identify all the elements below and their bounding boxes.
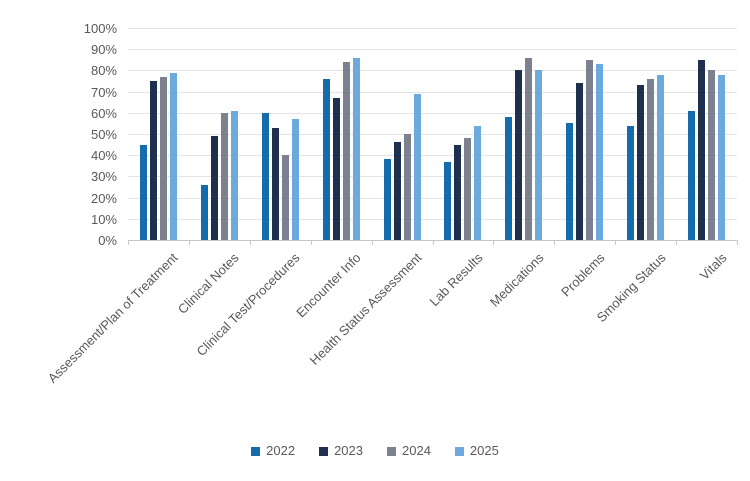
x-axis-tick [188,240,190,245]
gridline [128,112,737,114]
x-axis-tick [676,240,678,245]
bar-group [554,28,615,240]
bar-2023 [515,70,523,240]
legend-label: 2025 [469,443,499,458]
y-axis-tick-label: 40% [90,148,117,164]
bar-2024 [403,134,411,240]
legend-item: 2024 [387,444,431,458]
bar-2024 [525,57,533,240]
bar-2022 [627,125,635,240]
bar-2022 [200,184,208,240]
bar-2022 [444,161,452,240]
legend-item: 2022 [251,444,295,458]
bar-2025 [596,64,604,240]
gridline [128,134,737,135]
gridline [128,49,737,51]
bar-2022 [261,112,269,240]
y-axis-tick-label: 80% [90,63,117,79]
bar-group [189,28,250,240]
y-axis-tick-label: 70% [90,84,117,100]
x-axis-tick [554,240,556,245]
chart-legend: 2022 2023 2024 2025 [0,444,750,458]
bar-2022 [505,117,513,240]
gridline [128,91,737,93]
bar-group [493,28,554,240]
y-axis-tick-label: 90% [90,42,117,58]
x-axis-tick [310,240,312,245]
bar-group [615,28,676,240]
legend-swatch-2025 [454,446,464,456]
bar-2023 [454,144,462,240]
bar-2022 [688,110,696,240]
y-axis-tick-label: 50% [90,127,117,142]
bar-group [433,28,494,240]
bar-2025 [352,57,360,240]
bar-2023 [393,142,401,240]
x-axis-tick [371,240,373,245]
bar-2023 [576,83,584,240]
legend-swatch-2024 [387,446,396,456]
legend-label: 2024 [402,443,431,458]
bar-2022 [139,144,147,240]
bar-2023 [637,85,645,240]
x-axis-tick [249,240,251,245]
bar-2024 [159,76,167,240]
bar-2025 [291,119,299,240]
y-axis-tick-label: 100% [83,21,117,36]
bar-group [676,28,737,240]
legend-label: 2022 [266,443,296,458]
x-axis-tick [737,240,738,245]
legend-item: 2025 [454,443,499,458]
y-axis-tick-label: 20% [90,190,117,206]
bar-2024 [281,155,289,240]
bar-group [372,28,433,240]
bar-2023 [698,59,706,240]
y-axis-tick-label: 10% [90,211,117,227]
legend-item: 2023 [319,444,363,458]
y-axis-tick-label: 0% [98,233,117,248]
bar-2024 [342,61,350,240]
gridline [128,155,737,157]
bar-2023 [271,127,279,240]
legend-swatch-2023 [319,446,329,456]
bar-2025 [657,74,665,240]
y-axis-tick-label: 30% [90,169,117,185]
y-axis-tick-label: 60% [90,105,117,121]
bar-2024 [586,59,594,240]
bar-group [128,28,189,240]
bar-group [311,28,372,240]
gridline [128,218,737,220]
legend-label: 2023 [334,443,363,458]
bar-2024 [220,112,228,240]
bar-2025 [535,70,543,240]
bar-2022 [383,159,391,240]
gridline [128,70,737,72]
bar-group [250,28,311,240]
legend-swatch-2022 [251,446,261,456]
bar-2025 [413,93,421,240]
bar-2023 [149,81,157,240]
gridline [128,28,737,29]
bar-2025 [169,72,177,240]
bar-2025 [718,74,726,240]
bar-2022 [566,123,574,240]
bar-2023 [332,97,340,240]
bar-2024 [464,138,472,240]
gridline [128,176,737,178]
bar-2025 [474,125,482,240]
bar-2023 [210,136,218,240]
bar-2022 [322,78,330,240]
bar-2024 [708,70,716,240]
x-axis-tick [493,240,495,245]
bar-2024 [647,78,655,240]
bar-2025 [230,110,238,240]
x-axis-tick [615,240,617,245]
gridline [128,197,737,199]
x-axis-tick [432,240,434,245]
x-axis-tick [128,240,129,245]
